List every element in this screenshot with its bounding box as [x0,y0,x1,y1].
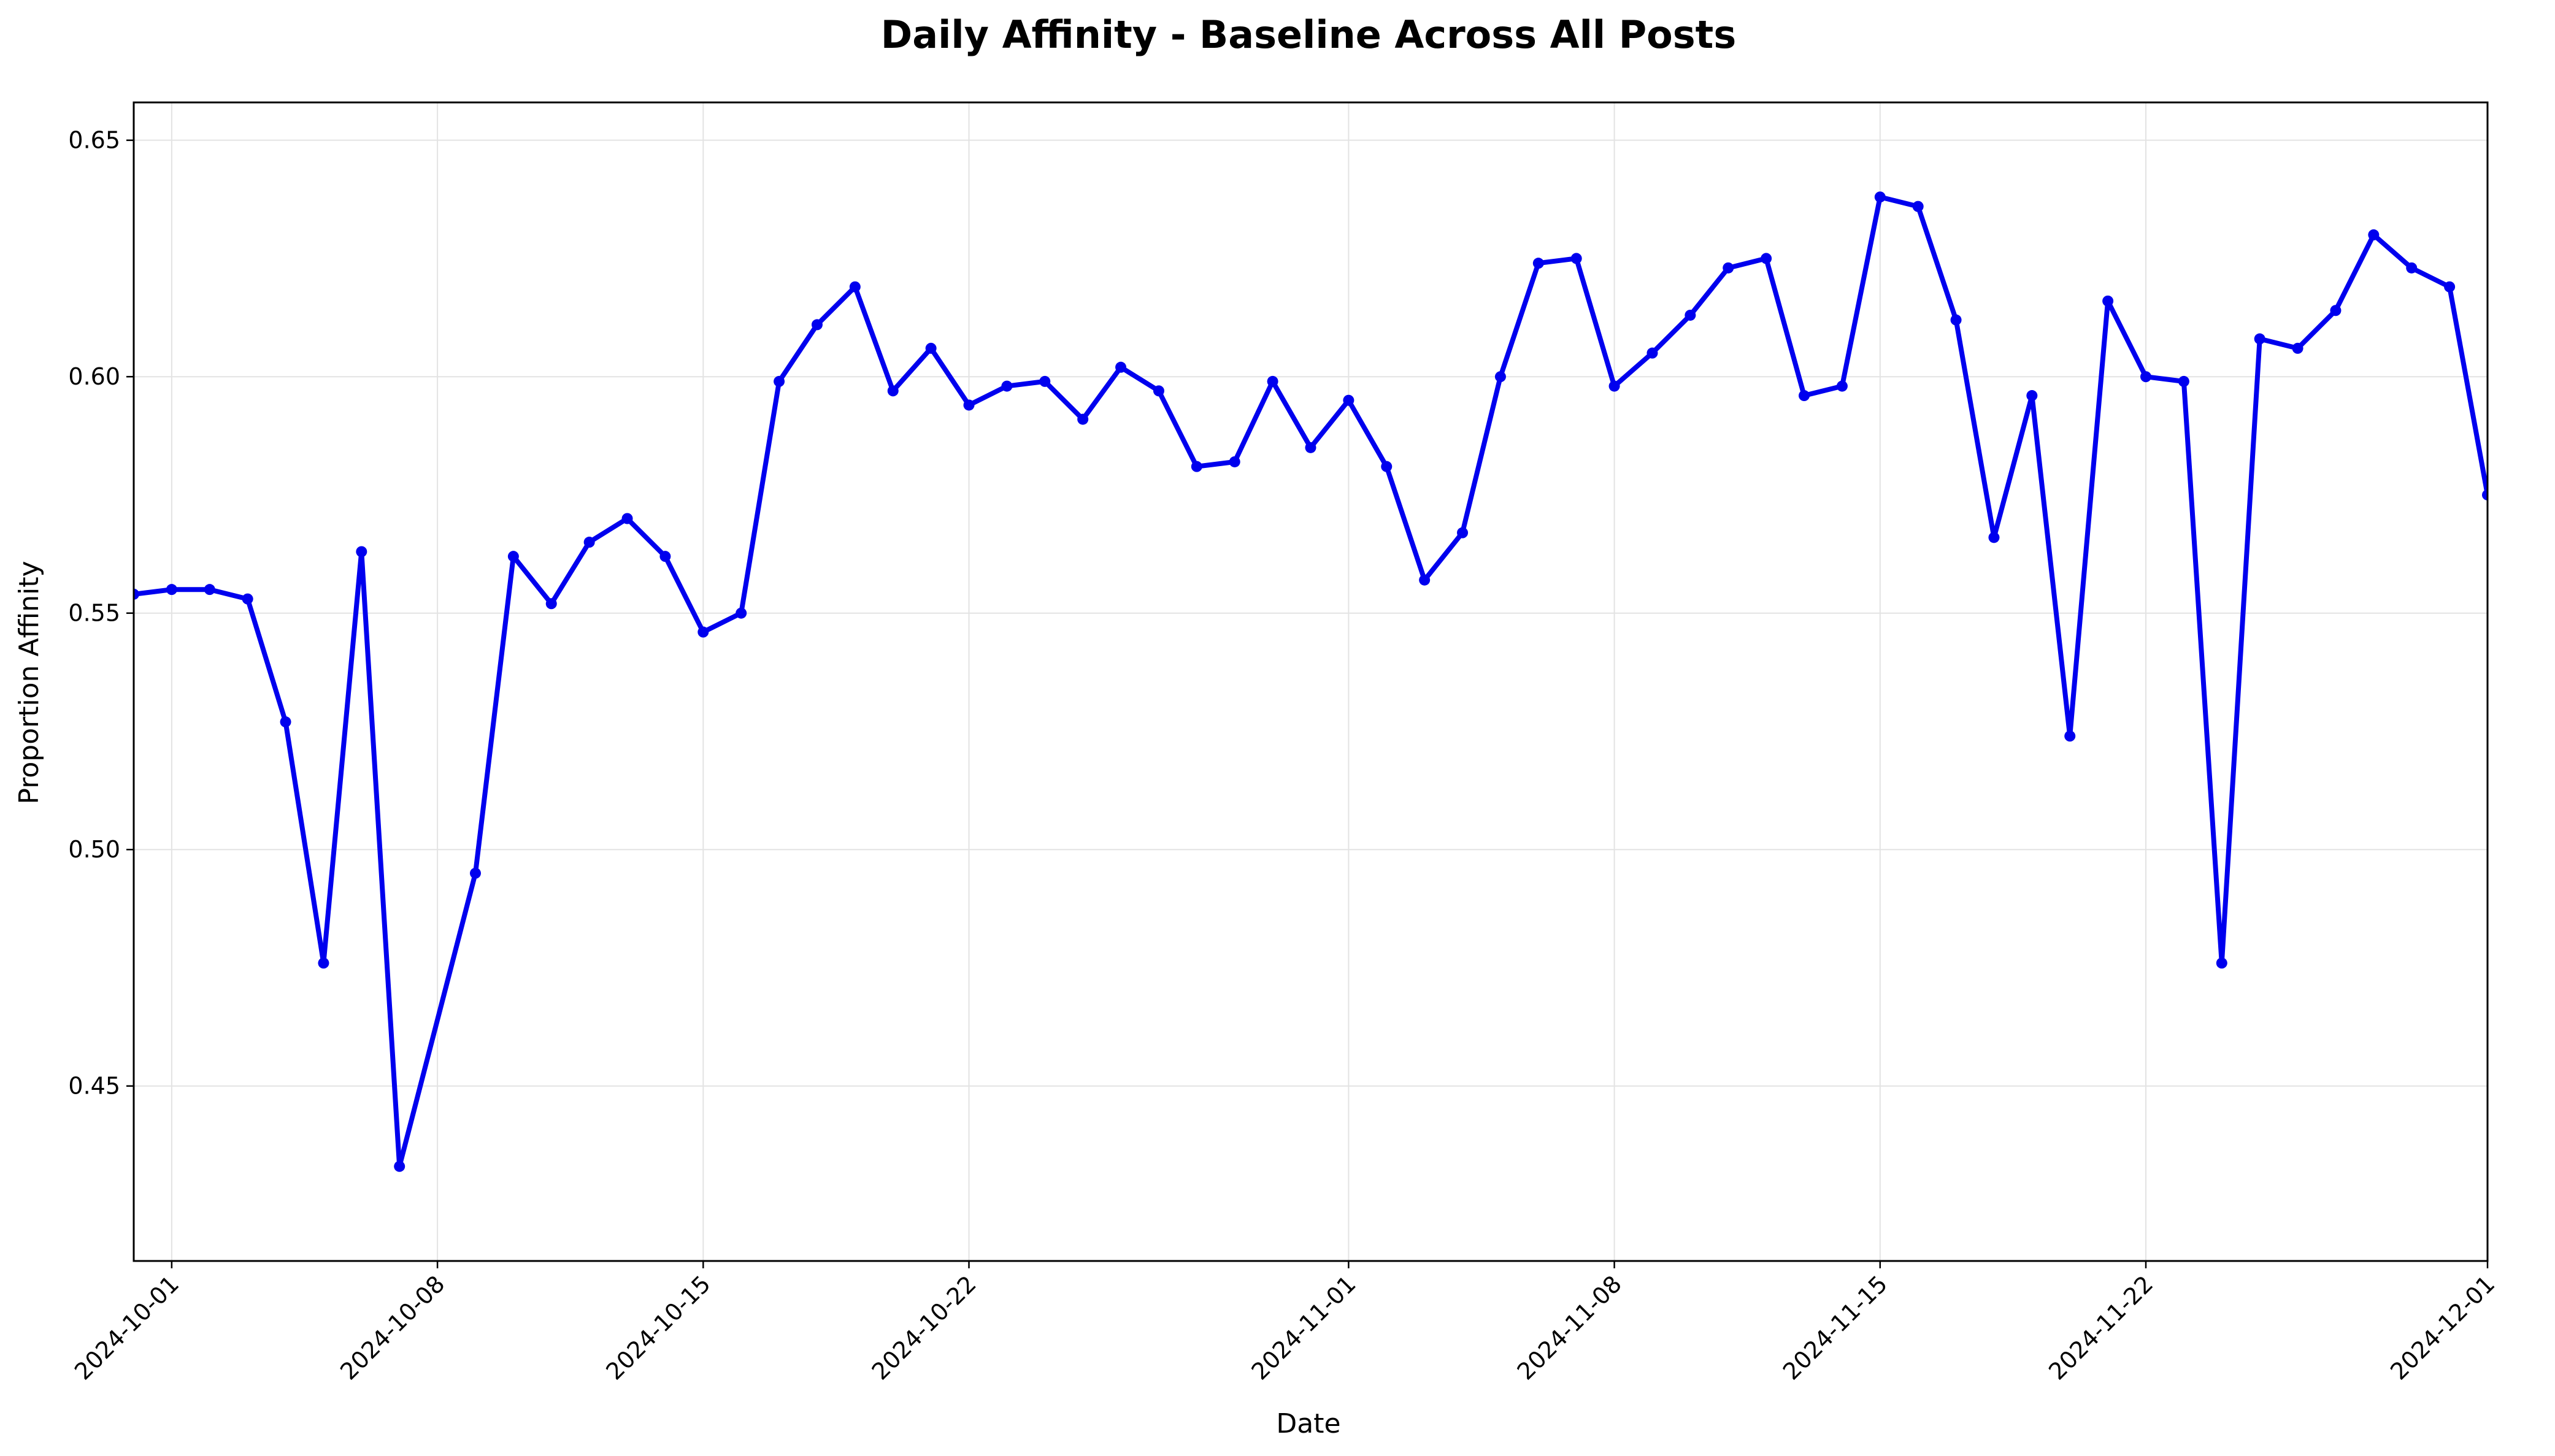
data-point [394,1160,405,1172]
data-point [134,588,139,600]
data-point [507,551,519,562]
plot-area [134,191,2488,1172]
data-point [697,626,709,638]
data-point [1457,527,1469,538]
data-point [1912,201,1924,212]
data-point [1761,253,1772,264]
data-point [659,551,671,562]
data-point [925,342,937,354]
data-point [280,716,291,728]
y-axis-label: Proportion Affinity [13,561,45,804]
series-group [134,191,2488,1172]
data-point [2064,730,2076,742]
y-tick-label: 0.60 [68,363,120,390]
data-point [1305,442,1316,453]
data-point [318,957,329,969]
data-point [1381,461,1393,472]
data-point [1419,574,1431,586]
data-point [356,546,367,557]
data-point [1229,456,1240,467]
data-point [849,281,861,293]
data-point [887,385,899,397]
data-point [2482,489,2488,500]
data-point [1494,371,1506,383]
data-point [963,399,975,411]
data-point [621,513,633,524]
data-point [2254,333,2265,345]
y-tick-label: 0.65 [68,127,120,154]
data-point [1115,361,1127,373]
data-point [736,607,747,619]
x-axis-label: Date [1276,1408,1340,1439]
data-point [1988,532,2000,543]
data-point [2102,295,2114,307]
series-line [134,194,2488,1169]
data-point [469,867,481,879]
data-point [1685,309,1696,321]
data-point [1836,380,1848,392]
data-point [774,375,785,387]
data-point [2026,390,2038,402]
data-point [1532,258,1544,269]
data-point [545,598,557,610]
y-tick-label: 0.55 [68,600,120,627]
data-point [2178,375,2189,387]
data-point [1799,390,1810,402]
data-point [1077,413,1089,425]
y-tick-label: 0.50 [68,836,120,863]
data-point [2406,262,2418,274]
data-point [1267,375,1278,387]
chart-title: Daily Affinity - Baseline Across All Pos… [881,12,1736,57]
data-point [1723,262,1734,274]
data-point [1039,375,1051,387]
data-point [1646,347,1658,359]
data-point [166,584,177,596]
data-point [1191,461,1202,472]
data-point [2368,229,2380,240]
data-point [2444,281,2456,293]
data-point [1950,314,1962,326]
data-point [811,319,823,331]
data-point [1153,385,1164,397]
plot-frame [133,101,2489,1262]
y-tick-label: 0.45 [68,1073,120,1100]
data-point [204,584,215,596]
data-point [1001,380,1013,392]
data-point [1608,380,1620,392]
data-point [242,593,253,605]
data-point [2216,957,2227,969]
data-point [2292,342,2303,354]
data-point [1874,191,1886,203]
data-point [2330,305,2342,316]
data-point [1343,394,1354,406]
data-point [583,537,595,548]
data-point [1570,253,1582,264]
data-point [2140,371,2152,383]
